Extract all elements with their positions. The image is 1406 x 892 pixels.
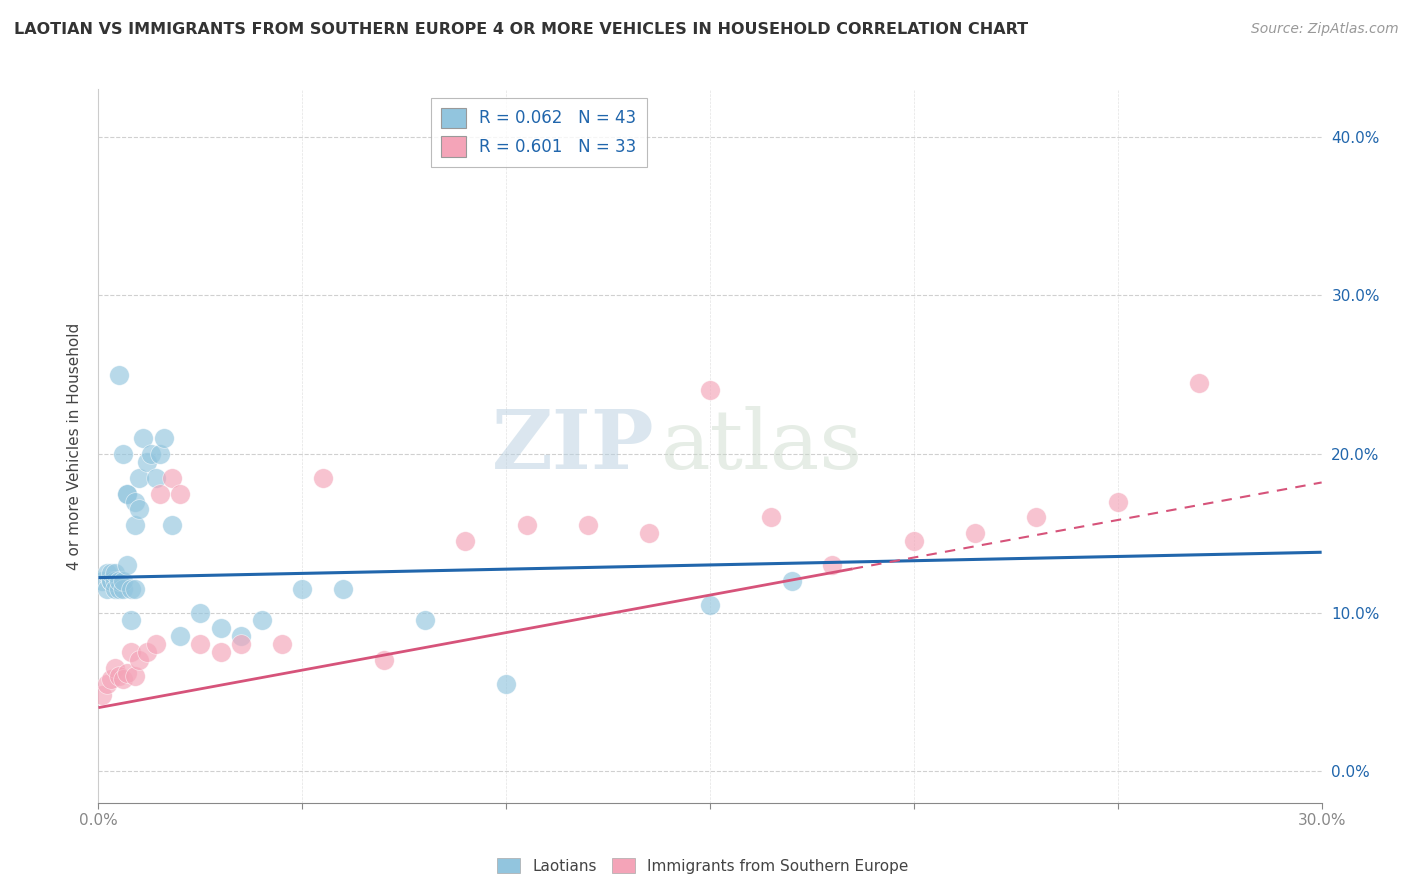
Point [699, 384, 721, 398]
Point [270, 637, 294, 651]
Point [413, 614, 436, 628]
Point [965, 526, 987, 541]
Point [145, 471, 167, 485]
Point [128, 502, 150, 516]
Text: ZIP: ZIP [492, 406, 655, 486]
Point [1107, 494, 1129, 508]
Point [291, 582, 314, 596]
Point [250, 614, 273, 628]
Y-axis label: 4 or more Vehicles in Household: 4 or more Vehicles in Household [66, 322, 82, 570]
Point [128, 653, 150, 667]
Point [454, 534, 477, 549]
Point [637, 526, 661, 541]
Point [495, 677, 517, 691]
Point [120, 645, 142, 659]
Point [108, 669, 131, 683]
Point [516, 518, 538, 533]
Point [1188, 376, 1211, 390]
Point [373, 653, 395, 667]
Point [169, 486, 191, 500]
Point [100, 566, 122, 580]
Point [115, 665, 138, 680]
Point [209, 621, 232, 635]
Point [209, 645, 232, 659]
Point [111, 574, 134, 588]
Point [96, 677, 118, 691]
Point [124, 494, 146, 508]
Point [108, 582, 131, 596]
Point [115, 486, 138, 500]
Point [780, 574, 803, 588]
Point [104, 566, 127, 580]
Point [188, 606, 212, 620]
Point [231, 629, 253, 643]
Point [149, 447, 172, 461]
Point [120, 614, 142, 628]
Point [141, 447, 163, 461]
Point [91, 574, 114, 588]
Point [96, 582, 118, 596]
Point [149, 486, 172, 500]
Point [108, 574, 131, 588]
Point [136, 645, 159, 659]
Point [115, 558, 138, 572]
Point [332, 582, 354, 596]
Point [1025, 510, 1047, 524]
Point [104, 582, 127, 596]
Point [132, 431, 155, 445]
Text: Source: ZipAtlas.com: Source: ZipAtlas.com [1251, 22, 1399, 37]
Point [903, 534, 925, 549]
Point [111, 582, 134, 596]
Point [312, 471, 335, 485]
Point [576, 518, 599, 533]
Point [124, 669, 146, 683]
Text: atlas: atlas [661, 406, 863, 486]
Point [104, 574, 127, 588]
Point [120, 582, 142, 596]
Point [91, 688, 114, 702]
Point [100, 672, 122, 686]
Point [152, 431, 174, 445]
Legend: R = 0.062   N = 43, R = 0.601   N = 33: R = 0.062 N = 43, R = 0.601 N = 33 [432, 97, 647, 167]
Point [160, 471, 183, 485]
Point [111, 447, 134, 461]
Point [169, 629, 191, 643]
Point [821, 558, 844, 572]
Legend: Laotians, Immigrants from Southern Europe: Laotians, Immigrants from Southern Europ… [491, 852, 915, 880]
Point [188, 637, 212, 651]
Point [104, 661, 127, 675]
Point [160, 518, 183, 533]
Point [96, 566, 118, 580]
Point [124, 582, 146, 596]
Point [115, 486, 138, 500]
Point [100, 574, 122, 588]
Point [124, 518, 146, 533]
Point [699, 598, 721, 612]
Point [136, 455, 159, 469]
Point [128, 471, 150, 485]
Point [108, 368, 131, 382]
Point [145, 637, 167, 651]
Point [761, 510, 783, 524]
Point [231, 637, 253, 651]
Point [100, 574, 122, 588]
Point [111, 672, 134, 686]
Text: LAOTIAN VS IMMIGRANTS FROM SOUTHERN EUROPE 4 OR MORE VEHICLES IN HOUSEHOLD CORRE: LAOTIAN VS IMMIGRANTS FROM SOUTHERN EURO… [14, 22, 1028, 37]
